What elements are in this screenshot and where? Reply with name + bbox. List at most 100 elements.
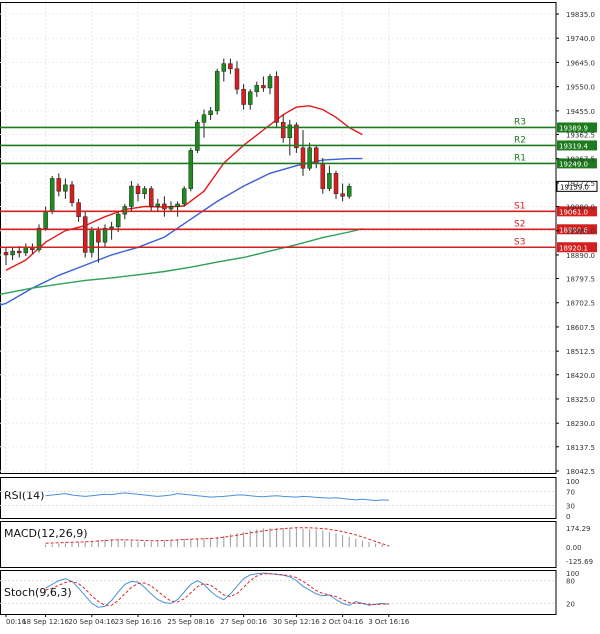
level-tag-r3: 19389.9 xyxy=(559,124,588,132)
level-tag-s2: 18990.6 xyxy=(559,226,588,234)
candle-body xyxy=(208,110,213,115)
price-axis-tick-label: 19362.5 xyxy=(566,131,595,139)
candle-body xyxy=(294,124,299,149)
price-axis-tick-label: 19740.0 xyxy=(566,35,595,43)
stoch-label: Stoch(9,6,3) xyxy=(4,586,72,599)
candle-body xyxy=(155,203,161,207)
rsi-tick-label: 100 xyxy=(566,478,579,486)
level-name-r1: R1 xyxy=(514,153,526,163)
candle-body xyxy=(3,252,9,256)
candle-body xyxy=(333,173,339,194)
candle-body xyxy=(267,76,273,89)
price-axis-tick-label: 18797.5 xyxy=(566,276,595,284)
candle-body xyxy=(280,122,286,138)
price-axis-tick-label: 18042.5 xyxy=(566,468,595,476)
candle-body xyxy=(89,230,95,253)
candle-body xyxy=(274,76,279,123)
candle-body xyxy=(181,188,187,205)
rsi-label: RSI(14) xyxy=(4,489,44,502)
rsi-tick-label: 30 xyxy=(566,503,575,511)
price-axis-tick-label: 18230.0 xyxy=(566,420,595,428)
x-axis-tick-label: 00:16 xyxy=(6,618,27,626)
candle-body xyxy=(30,247,35,251)
level-name-s1: S1 xyxy=(514,201,525,211)
level-tag-box xyxy=(557,158,597,169)
level-name-r3: R3 xyxy=(514,117,526,127)
candle-body xyxy=(109,226,114,229)
x-axis-tick-label: 18 Sep 12:16 xyxy=(22,618,69,626)
candle-body xyxy=(228,63,233,70)
price-axis-tick-label: 19550.0 xyxy=(566,84,595,92)
candle-body xyxy=(102,227,108,243)
price-axis-tick-label: 19080.0 xyxy=(566,203,595,211)
price-axis-tick-label: 18137.5 xyxy=(566,444,595,452)
candle-body xyxy=(115,213,121,228)
candle-body xyxy=(214,71,220,112)
stoch-panel-frame xyxy=(0,570,557,615)
level-tag-box xyxy=(557,224,597,235)
rsi-tick-label: 70 xyxy=(566,489,575,497)
candle-body xyxy=(221,63,227,72)
candle-body xyxy=(49,178,55,212)
price-axis-tick-label: 18325.0 xyxy=(566,396,595,404)
stoch-main-line xyxy=(45,572,389,608)
macd-tick-label: 174.29 xyxy=(566,525,591,533)
level-name-r2: R2 xyxy=(514,135,526,145)
price-axis-tick-label: 18420.0 xyxy=(566,372,595,380)
candle-body xyxy=(320,162,326,189)
candle-body xyxy=(162,203,167,210)
candle-body xyxy=(148,188,154,207)
candle-body xyxy=(168,206,174,210)
macd-signal-line xyxy=(45,527,389,547)
x-axis-tick-label: 3 Oct 16:16 xyxy=(368,618,410,626)
candle-body xyxy=(254,85,260,93)
candle-body xyxy=(56,178,62,192)
candle-body xyxy=(76,202,81,217)
x-axis-tick-label: 23 Sep 16:16 xyxy=(115,618,162,626)
candle-body xyxy=(195,122,200,151)
current-price-tag-box xyxy=(556,180,598,192)
candle-body xyxy=(327,173,332,189)
price-axis-tick-label: 18890.0 xyxy=(566,252,595,260)
price-axis-tick-label: 19835.0 xyxy=(566,11,595,19)
candle-body xyxy=(135,185,141,194)
stoch-tick-label: 80 xyxy=(566,578,575,586)
candle-body xyxy=(261,85,266,89)
x-axis-tick-label: 2 Oct 04:16 xyxy=(322,618,364,626)
x-axis-tick-label: 25 Sep 08:16 xyxy=(167,618,214,626)
rsi-tick-label: 0 xyxy=(566,513,570,521)
stoch-tick-label: 20 xyxy=(566,600,575,608)
candle-body xyxy=(23,247,29,254)
price-axis-tick-label: 18702.5 xyxy=(566,300,595,308)
candle-body xyxy=(43,211,48,229)
candle-body xyxy=(247,91,253,105)
candle-body xyxy=(69,184,75,203)
price-axis-tick-label: 18607.5 xyxy=(566,324,595,332)
candle-body xyxy=(300,147,306,169)
candle-body xyxy=(10,250,15,256)
candle-body xyxy=(346,186,352,197)
level-name-s2: S2 xyxy=(514,219,525,229)
macd-tick-label: -125.69 xyxy=(566,558,593,566)
candle-body xyxy=(188,150,194,189)
candle-body xyxy=(129,185,134,207)
candle-body xyxy=(287,124,293,138)
stoch-tick-label: 100 xyxy=(566,570,579,578)
price-axis-tick-label: 19645.0 xyxy=(566,59,595,67)
candle-body xyxy=(36,227,42,251)
rsi-panel-frame xyxy=(0,477,557,519)
price-axis-tick-label: 18512.5 xyxy=(566,348,595,356)
level-tag-s3: 18920.1 xyxy=(559,244,588,252)
candle-body xyxy=(234,68,240,90)
stoch-signal-line xyxy=(45,573,389,606)
level-tag-box xyxy=(557,122,597,133)
x-axis-tick-label: 30 Sep 12:16 xyxy=(273,618,320,626)
candle-body xyxy=(241,88,246,105)
candle-body xyxy=(307,147,312,169)
candle-body xyxy=(96,230,101,243)
level-tag-box xyxy=(557,206,597,217)
moving-average-line xyxy=(0,228,363,296)
candle-body xyxy=(16,250,22,254)
